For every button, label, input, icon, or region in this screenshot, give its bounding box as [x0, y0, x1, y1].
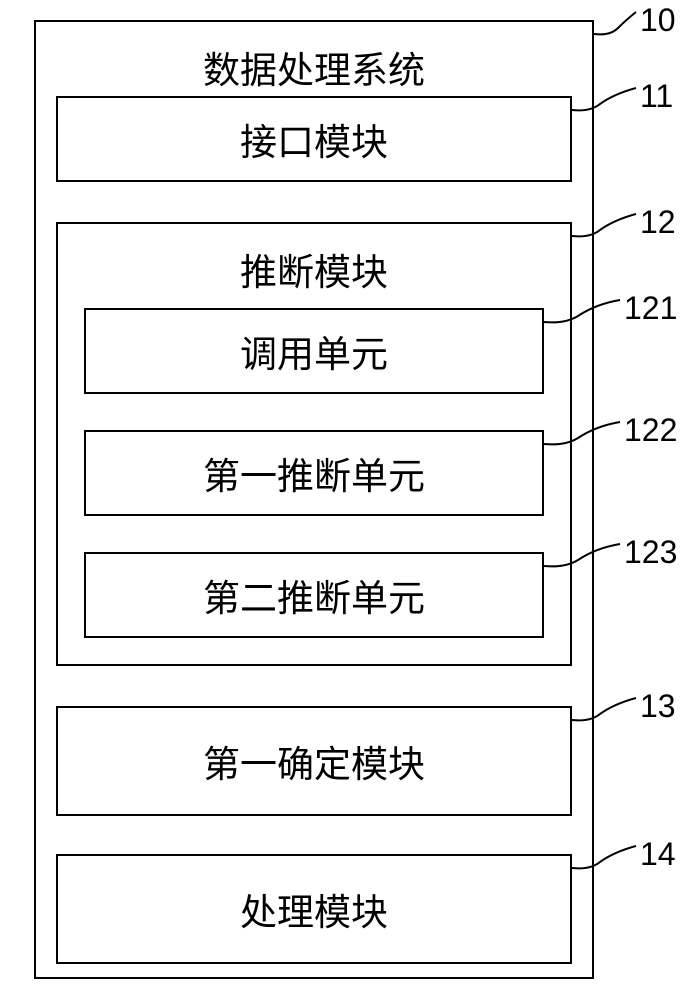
first-inference-unit-ref-label: 122: [624, 412, 677, 449]
first-determine-ref-label: 13: [640, 688, 676, 725]
interface-ref-label: 11: [640, 78, 673, 115]
processing-block: 处理模块: [56, 854, 572, 964]
interface-block: 接口模块: [56, 96, 572, 182]
call-unit-block: 调用单元: [84, 308, 544, 394]
call-unit-ref-label: 121: [624, 290, 677, 327]
inference-title: 推断模块: [58, 242, 570, 296]
system-title: 数据处理系统: [36, 40, 592, 94]
inference-ref-label: 12: [640, 204, 676, 241]
first-inference-unit-block: 第一推断单元: [84, 430, 544, 516]
second-inference-unit-block: 第二推断单元: [84, 552, 544, 638]
diagram-canvas: 数据处理系统 10 接口模块 11 推断模块 12 调用单元 121 第一推断单…: [0, 0, 697, 1000]
second-inference-unit-ref-label: 123: [624, 534, 677, 571]
system-ref-label: 10: [640, 2, 676, 39]
first-determine-block: 第一确定模块: [56, 706, 572, 816]
processing-ref-label: 14: [640, 836, 676, 873]
